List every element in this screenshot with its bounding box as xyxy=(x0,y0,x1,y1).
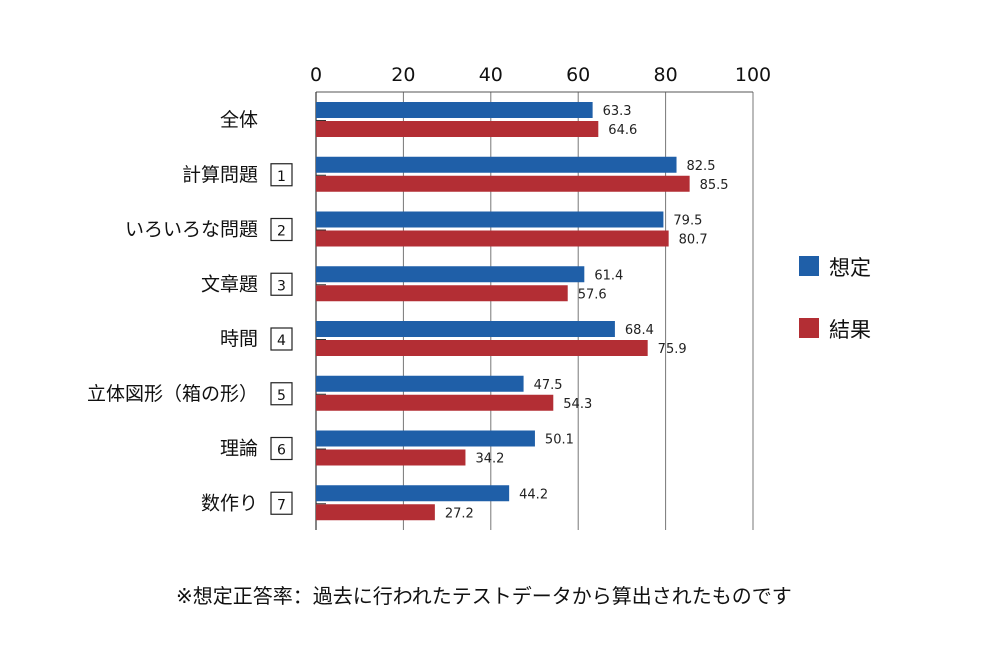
data-label: 63.3 xyxy=(603,104,632,119)
category-number-box xyxy=(270,436,293,461)
category-number: 6 xyxy=(277,443,286,459)
data-label: 80.7 xyxy=(679,233,708,248)
category-label: 時間 xyxy=(220,328,258,350)
x-tick-label: 80 xyxy=(654,64,678,86)
data-label: 57.6 xyxy=(578,287,607,302)
x-tick-label: 20 xyxy=(391,64,415,86)
category-label: いろいろな問題 xyxy=(125,219,258,241)
data-label: 44.2 xyxy=(519,487,548,502)
footnote: ※想定正答率：過去に行われたテストデータから算出されたものです xyxy=(176,584,792,608)
data-label: 61.4 xyxy=(594,268,623,283)
category-number: 4 xyxy=(277,333,286,349)
bar-expected xyxy=(316,266,585,283)
bar-result xyxy=(316,504,435,521)
bar-result xyxy=(316,121,599,137)
category-number-box xyxy=(270,217,293,242)
legend-swatch xyxy=(799,256,819,276)
x-tick-label: 60 xyxy=(566,64,590,86)
bar-result xyxy=(316,340,648,356)
x-tick-label: 40 xyxy=(479,64,503,86)
x-tick-labels: 0 20 40 60 80 100 xyxy=(310,64,771,86)
category-number: 7 xyxy=(277,497,286,513)
x-tick-label: 0 xyxy=(310,64,322,86)
bar-expected xyxy=(316,211,664,228)
bar-result xyxy=(316,285,568,302)
bar-expected xyxy=(316,321,615,337)
bar-expected xyxy=(316,375,524,392)
data-label: 54.3 xyxy=(563,397,592,412)
bar-result xyxy=(316,394,554,411)
category-number-box xyxy=(270,327,293,351)
data-label: 82.5 xyxy=(687,159,716,174)
category-number: 5 xyxy=(277,388,286,404)
data-label: 68.4 xyxy=(625,323,654,338)
category-label: 数作り xyxy=(201,492,258,514)
bar-expected xyxy=(316,485,510,502)
data-label: 50.1 xyxy=(545,433,574,448)
category-number: 2 xyxy=(277,224,286,240)
legend-label: 結果 xyxy=(829,318,871,342)
category-number-box xyxy=(270,382,293,406)
bar-result xyxy=(316,175,690,192)
category-label: 文章題 xyxy=(201,273,258,295)
data-label: 47.5 xyxy=(534,378,563,393)
bar-result xyxy=(316,230,669,247)
data-label: 79.5 xyxy=(673,214,702,229)
category-number: 3 xyxy=(277,278,286,294)
data-label: 75.9 xyxy=(658,342,687,357)
bar-expected xyxy=(316,102,593,118)
category-number-box xyxy=(270,163,293,187)
legend-swatch xyxy=(799,318,819,338)
category-number-box xyxy=(270,491,293,515)
category-number: 1 xyxy=(277,169,286,185)
category-label: 全体 xyxy=(220,109,258,131)
data-label: 27.2 xyxy=(445,506,474,521)
data-label: 34.2 xyxy=(475,452,504,467)
category-label: 理論 xyxy=(220,438,258,460)
category-number-box xyxy=(270,272,293,296)
bar-expected xyxy=(316,156,677,173)
bars: 63.3 64.6 82.5 85.5 79.5 80.7 61.4 57.6 68.4 75.9… xyxy=(316,102,729,521)
data-label: 64.6 xyxy=(608,123,637,138)
bar-expected xyxy=(316,430,535,447)
category-label: 立体図形（箱の形） xyxy=(87,383,258,405)
category-label: 計算問題 xyxy=(182,164,258,186)
x-tick-label: 100 xyxy=(735,64,771,86)
legend-label: 想定 xyxy=(829,256,871,280)
data-label: 85.5 xyxy=(700,178,729,193)
bar-result xyxy=(316,449,466,466)
